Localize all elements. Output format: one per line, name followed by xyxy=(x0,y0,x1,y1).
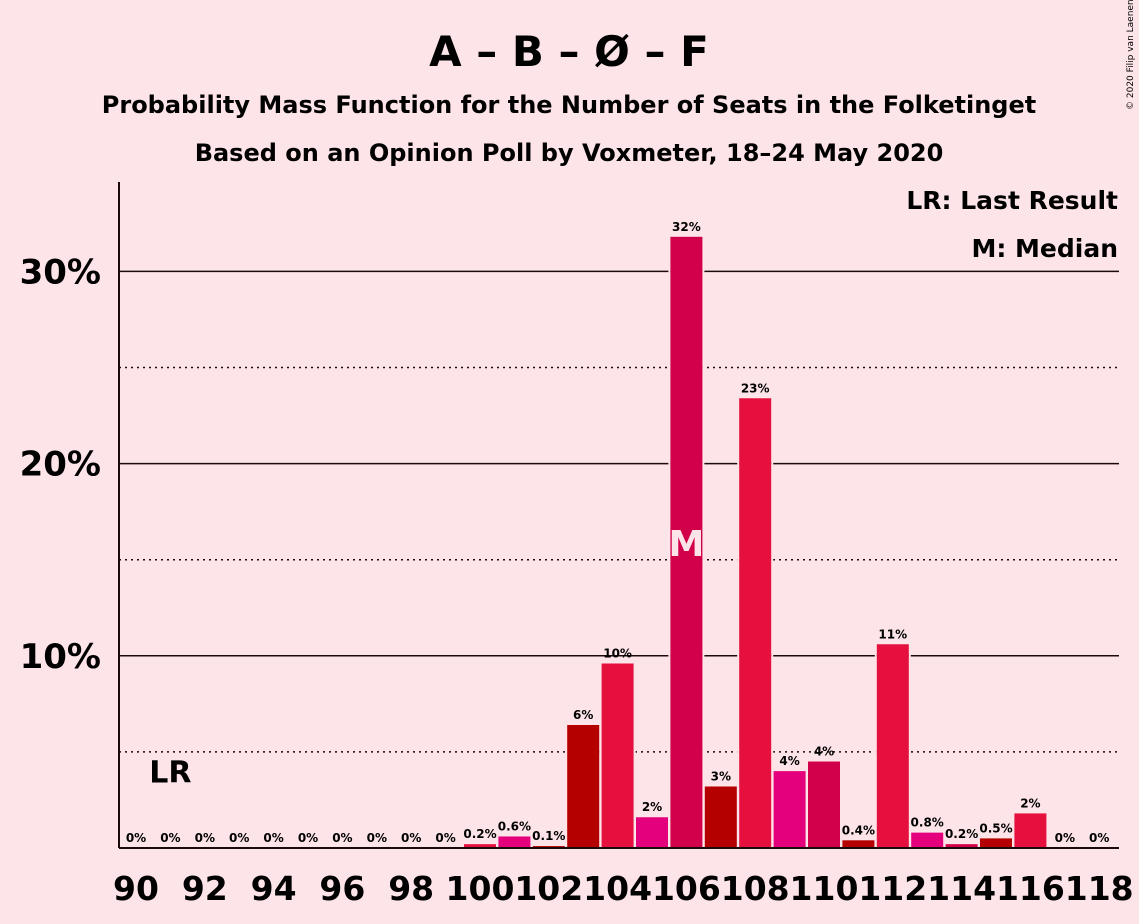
last-result-marker: LR xyxy=(149,756,191,791)
data-label-seat-116: 2% xyxy=(1020,796,1040,810)
data-label-seat-91: 0% xyxy=(160,831,180,845)
bar-seat-116 xyxy=(1014,813,1047,848)
x-axis-ticks: 90 92 94 96 98 100 102 104 106 108 110 112 114 116 118 xyxy=(113,869,1134,908)
bar-seat-101 xyxy=(498,836,531,848)
chart-subtitle: Probability Mass Function for the Number… xyxy=(102,91,1036,119)
data-labels: 0% 0%LR0% 0% 0% 0% 0% 0% 0% 0% 0.2%0.6%0.1%6%10%2… xyxy=(126,220,1110,845)
bar-seat-106 xyxy=(670,236,703,848)
bar-seat-104 xyxy=(601,663,634,848)
bar-seat-114 xyxy=(945,844,978,848)
data-label-seat-117: 0% xyxy=(1055,831,1075,845)
data-label-seat-94: 0% xyxy=(263,831,283,845)
x-tick-label: 92 xyxy=(182,869,228,908)
bar-seat-108 xyxy=(739,398,772,848)
y-tick-label: 30% xyxy=(20,252,101,292)
data-label-seat-99: 0% xyxy=(435,831,455,845)
data-label-seat-118: 0% xyxy=(1089,831,1109,845)
x-tick-label: 118 xyxy=(1065,869,1134,908)
data-label-seat-100: 0.2% xyxy=(463,827,496,841)
x-tick-label: 110 xyxy=(790,869,859,908)
y-tick-label: 10% xyxy=(20,637,101,677)
data-label-seat-105: 2% xyxy=(642,800,662,814)
data-label-seat-95: 0% xyxy=(298,831,318,845)
legend-last-result: LR: Last Result xyxy=(906,186,1118,215)
data-label-seat-96: 0% xyxy=(332,831,352,845)
data-label-seat-115: 0.5% xyxy=(979,821,1012,835)
data-label-seat-107: 3% xyxy=(711,769,731,783)
data-label-seat-103: 6% xyxy=(573,708,593,722)
data-label-seat-108: 23% xyxy=(741,381,770,395)
bar-seat-115 xyxy=(980,838,1012,848)
data-label-seat-109: 4% xyxy=(779,754,799,768)
bar-seat-107 xyxy=(704,786,737,848)
data-label-seat-98: 0% xyxy=(401,831,421,845)
x-tick-label: 108 xyxy=(721,869,790,908)
bar-seat-113 xyxy=(911,832,944,848)
bar-seat-112 xyxy=(876,644,909,848)
data-label-seat-112: 11% xyxy=(878,627,907,641)
data-label-seat-106: 32% xyxy=(672,220,701,234)
x-tick-label: 102 xyxy=(514,869,583,908)
data-label-seat-104: 10% xyxy=(603,646,632,660)
x-tick-label: 106 xyxy=(652,869,721,908)
y-axis-ticks: 10% 20% 30% xyxy=(20,252,101,676)
data-label-seat-113: 0.8% xyxy=(911,816,944,830)
bar-seat-111 xyxy=(842,840,875,848)
data-label-seat-92: 0% xyxy=(195,831,215,845)
data-label-seat-97: 0% xyxy=(367,831,387,845)
y-tick-label: 20% xyxy=(20,445,101,485)
x-tick-label: 90 xyxy=(113,869,159,908)
data-label-seat-110: 4% xyxy=(814,745,834,759)
data-label-seat-93: 0% xyxy=(229,831,249,845)
x-tick-label: 112 xyxy=(858,869,927,908)
data-label-seat-101: 0.6% xyxy=(498,819,531,833)
data-label-seat-102: 0.1% xyxy=(532,829,565,843)
data-label-seat-111: 0.4% xyxy=(842,823,875,837)
x-tick-label: 96 xyxy=(319,869,365,908)
bar-seat-109 xyxy=(773,771,806,848)
x-tick-label: 94 xyxy=(251,869,297,908)
bar-seat-100 xyxy=(464,844,496,848)
x-tick-label: 104 xyxy=(583,869,652,908)
chart-subtitle-poll: Based on an Opinion Poll by Voxmeter, 18… xyxy=(195,139,944,167)
chart-title: A – B – Ø – F xyxy=(429,27,709,76)
copyright-note: © 2020 Filip van Laenen xyxy=(1126,0,1136,110)
x-tick-label: 100 xyxy=(446,869,515,908)
x-tick-label: 116 xyxy=(996,869,1065,908)
bar-seat-105 xyxy=(636,817,668,848)
data-label-seat-114: 0.2% xyxy=(945,827,978,841)
data-label-seat-90: 0% xyxy=(126,831,146,845)
bars xyxy=(464,236,1047,848)
median-marker: M xyxy=(668,524,704,565)
legend-median: M: Median xyxy=(971,234,1118,263)
x-tick-label: 114 xyxy=(927,869,996,908)
x-tick-label: 98 xyxy=(388,869,434,908)
bar-seat-103 xyxy=(567,724,600,848)
bar-seat-110 xyxy=(808,761,840,848)
